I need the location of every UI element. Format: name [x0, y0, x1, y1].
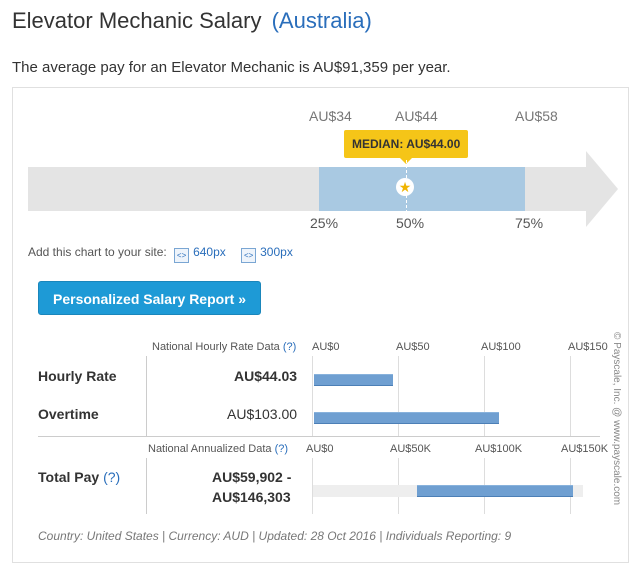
hourly-tick-3: AU$150: [568, 341, 608, 353]
total-pay-range-low: AU$59,902 -: [212, 469, 292, 485]
star-icon: ★: [398, 179, 412, 195]
interquartile-bar: [319, 167, 525, 211]
median-star-marker: ★: [396, 178, 414, 196]
annual-section-header: National Annualized Data (?): [148, 443, 288, 455]
hourly-tick-0: AU$0: [312, 341, 340, 353]
p25-value: AU$34: [309, 108, 352, 124]
hourly-rate-label: Hourly Rate: [38, 368, 117, 384]
p50-label: 50%: [396, 215, 425, 231]
embed-row: Add this chart to your site: <> 640px <> 3…: [28, 245, 293, 263]
embed-code-icon: <>: [174, 248, 190, 263]
annual-tick-0: AU$0: [306, 443, 334, 455]
hourly-rate-bar: [314, 374, 393, 386]
country-link[interactable]: (Australia): [271, 8, 372, 33]
hourly-grid-0: [312, 356, 313, 436]
annual-help-link[interactable]: (?): [274, 443, 289, 455]
footer-info: Country: United States | Currency: AUD |…: [38, 529, 512, 543]
total-pay-label: Total Pay (?): [38, 469, 120, 485]
hourly-tick-1: AU$50: [396, 341, 430, 353]
annual-divider: [146, 458, 147, 514]
annual-header-text: National Annualized Data: [148, 443, 272, 455]
hourly-grid-1: [398, 356, 399, 436]
total-pay-help-link[interactable]: (?): [103, 469, 121, 485]
p75-value: AU$58: [515, 108, 558, 124]
salary-panel: [12, 87, 629, 563]
embed-300-label: 300px: [260, 245, 293, 259]
overtime-label: Overtime: [38, 406, 99, 422]
annual-tick-1: AU$50K: [390, 443, 431, 455]
total-pay-text: Total Pay: [38, 469, 100, 485]
overtime-value: AU$103.00: [227, 406, 298, 422]
overtime-bar: [314, 412, 499, 424]
total-pay-range-high: AU$146,303: [212, 489, 291, 505]
annual-tick-3: AU$150K: [561, 443, 609, 455]
average-pay-text: The average pay for an Elevator Mechanic…: [12, 59, 451, 76]
title-text: Elevator Mechanic Salary: [12, 8, 262, 33]
hourly-section-header: National Hourly Rate Data (?): [152, 341, 296, 353]
hourly-divider: [146, 356, 147, 436]
embed-prompt: Add this chart to your site:: [28, 245, 167, 259]
hourly-tick-2: AU$100: [481, 341, 521, 353]
annual-grid-0: [312, 458, 313, 514]
p75-label: 75%: [515, 215, 544, 231]
hourly-rate-value: AU$44.03: [234, 368, 298, 384]
annual-tick-2: AU$100K: [475, 443, 523, 455]
embed-640-link[interactable]: <> 640px: [174, 245, 229, 263]
hourly-grid-3: [570, 356, 571, 436]
embed-300-link[interactable]: <> 300px: [241, 245, 293, 263]
page-title: Elevator Mechanic Salary (Australia): [12, 8, 372, 34]
embed-code-icon: <>: [241, 248, 257, 263]
median-value: AU$44: [395, 108, 438, 124]
p25-label: 25%: [310, 215, 339, 231]
hourly-header-text: National Hourly Rate Data: [152, 341, 280, 353]
total-pay-bar: [417, 485, 573, 497]
median-badge: MEDIAN: AU$44.00: [344, 130, 469, 158]
range-arrow-head: [586, 151, 618, 227]
section-divider: [38, 436, 600, 437]
embed-640-label: 640px: [193, 245, 226, 259]
personalized-report-button[interactable]: Personalized Salary Report »: [38, 281, 261, 315]
hourly-grid-2: [484, 356, 485, 436]
hourly-help-link[interactable]: (?): [282, 341, 297, 353]
payscale-credit: © Payscale, Inc. @ www.payscale.com: [611, 332, 622, 506]
